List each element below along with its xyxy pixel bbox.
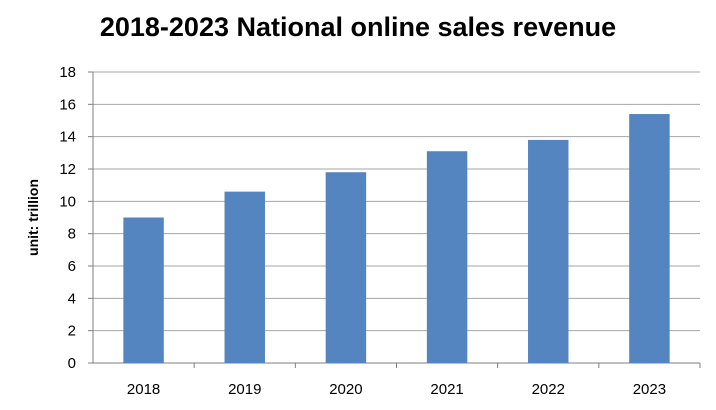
bar-2021 [426, 151, 468, 363]
x-tick-label: 2021 [430, 381, 463, 398]
y-tick-label: 8 [68, 226, 76, 243]
bar-2020 [325, 172, 367, 363]
x-tick-label: 2018 [127, 381, 160, 398]
bar-2019 [224, 191, 265, 363]
x-tick-label: 2022 [532, 381, 565, 398]
bar-2018 [123, 217, 164, 363]
y-tick-label: 16 [59, 96, 76, 113]
y-tick-label: 0 [68, 355, 76, 372]
y-tick-label: 12 [59, 161, 76, 178]
x-tick-label: 2023 [633, 381, 666, 398]
y-tick-label: 2 [68, 323, 76, 340]
bar-2022 [528, 139, 569, 363]
y-axis-label: unit: trillion [25, 179, 41, 256]
x-tick-label: 2020 [329, 381, 362, 398]
bar-2023 [629, 114, 670, 364]
y-tick-label: 4 [68, 290, 76, 307]
x-tick-label: 2019 [228, 381, 261, 398]
y-tick-label: 18 [59, 64, 76, 81]
y-tick-label: 14 [59, 129, 76, 146]
y-tick-label: 10 [59, 193, 76, 210]
chart-title: 2018-2023 National online sales revenue [99, 12, 617, 42]
y-tick-label: 6 [68, 258, 76, 275]
